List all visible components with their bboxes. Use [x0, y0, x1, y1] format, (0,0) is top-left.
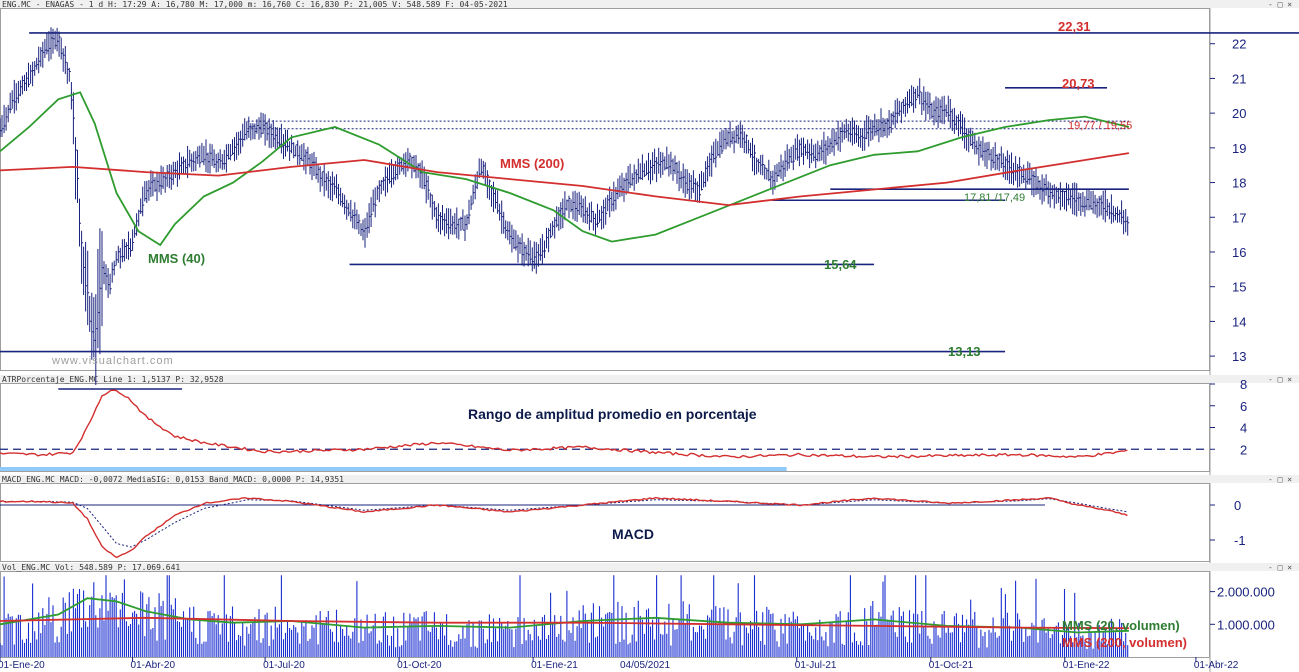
price-bars [0, 27, 1130, 385]
atr-ytick-label: 2 [1240, 442, 1247, 457]
atr-ytick-label: 4 [1240, 421, 1247, 436]
price-ytick-label: 20 [1232, 106, 1246, 121]
macd-header-bar [0, 475, 1299, 483]
x-tick-label: 01-Ene-22 [1063, 660, 1110, 671]
vol-ytick-label: 2.000.000 [1217, 585, 1275, 600]
watermark: www.visualchart.com [51, 355, 174, 367]
x-tick-label: 01-Oct-20 [397, 660, 442, 671]
price-ytick-label: 15 [1232, 280, 1246, 295]
price-window-buttons[interactable]: - □ × [1268, 0, 1292, 9]
price-series [0, 27, 1130, 385]
level-label-22-31: 22,31 [1058, 19, 1091, 34]
vol-legend-sma20: MMS (20, volumen) [1062, 618, 1180, 633]
atr-window-buttons[interactable]: - □ × [1268, 375, 1292, 384]
level-label-15-64: 15,64 [824, 257, 857, 272]
vol-legend-sma200: MMS (200, volumen) [1062, 635, 1187, 650]
volume-panel: 1.000.000 2.000.000 [0, 575, 1275, 657]
atr-highlight-band [0, 467, 787, 471]
mms200-line [0, 152, 1130, 207]
x-tick-label: 01-Abr-20 [131, 660, 176, 671]
level-label-20-73: 20,73 [1062, 76, 1095, 91]
annotation-17-81-17-49: 17,81 /17,49 [964, 192, 1025, 204]
x-tick-label: 01-Ene-20 [0, 660, 45, 671]
price-ytick-label: 13 [1232, 349, 1246, 364]
mms40-label: MMS (40) [148, 251, 205, 266]
atr-header-bar [0, 375, 1299, 383]
annotation-19-77-19-55: 19,77 / 19,55 [1068, 120, 1132, 132]
price-ytick-label: 14 [1232, 314, 1246, 329]
vol-ytick-label: 1.000.000 [1217, 617, 1275, 632]
macd-line [0, 496, 1128, 559]
mms40-line [0, 91, 1130, 247]
vol-sma200-line [0, 616, 1129, 630]
x-tick-label: 01-Abr-22 [1194, 660, 1239, 671]
level-label-13-13: 13,13 [948, 344, 981, 359]
x-tick-label: 01-Jul-20 [263, 660, 305, 671]
price-ytick-label: 16 [1232, 245, 1246, 260]
x-axis: 01-Ene-20 01-Abr-20 01-Jul-20 01-Oct-20 01-E… [0, 657, 1239, 671]
price-ytick-label: 17 [1232, 210, 1246, 225]
vol-sma20-line [0, 597, 1129, 634]
macd-panel: 0 -1 [0, 496, 1246, 559]
x-tick-label: 01-Ene-21 [531, 660, 578, 671]
atr-header: ATRPorcentaje_ENG.MC Line 1: 1,5137 P: 3… [2, 375, 224, 384]
macd-panel-frame [0, 483, 1210, 562]
price-header: ENG.MC - ENAGAS - 1 d H: 17:29 A: 16,780… [2, 0, 508, 9]
volume-window-buttons[interactable]: - □ × [1268, 563, 1292, 572]
panel-frames [0, 0, 1211, 672]
macd-window-buttons[interactable]: - □ × [1268, 475, 1292, 484]
price-ytick-label: 21 [1232, 71, 1246, 86]
macd-title: MACD [612, 526, 654, 542]
price-ytick-label: 18 [1232, 176, 1246, 191]
x-tick-label: 01-Oct-21 [929, 660, 974, 671]
volume-header: Vol_ENG.MC Vol: 548.589 P: 17.069.641 [2, 563, 180, 572]
atr-panel: 2 4 6 8 [0, 377, 1247, 471]
atr-title: Rango de amplitud promedio en porcentaje [468, 406, 757, 422]
cursor-date: 04/05/2021 [620, 660, 670, 671]
macd-header: MACD_ENG.MC MACD: -0,0072 MediaSIG: 0,01… [2, 475, 344, 484]
atr-ytick-label: 6 [1240, 399, 1247, 414]
price-ytick-label: 22 [1232, 37, 1246, 52]
atr-panel-frame [0, 383, 1210, 472]
price-ytick-label: 19 [1232, 141, 1246, 156]
x-tick-label: 01-Jul-21 [795, 660, 837, 671]
price-header-bar [0, 0, 1299, 8]
macd-ytick-label: -1 [1234, 533, 1246, 548]
macd-signal-line [0, 498, 1128, 548]
macd-ytick-label: 0 [1234, 498, 1241, 513]
atr-ytick-label: 8 [1240, 377, 1247, 392]
price-panel: 13 14 15 16 17 18 19 20 21 22 [0, 27, 1299, 385]
atr-line [0, 389, 1128, 459]
volume-header-bar [0, 563, 1299, 571]
mms200-label: MMS (200) [500, 156, 564, 171]
